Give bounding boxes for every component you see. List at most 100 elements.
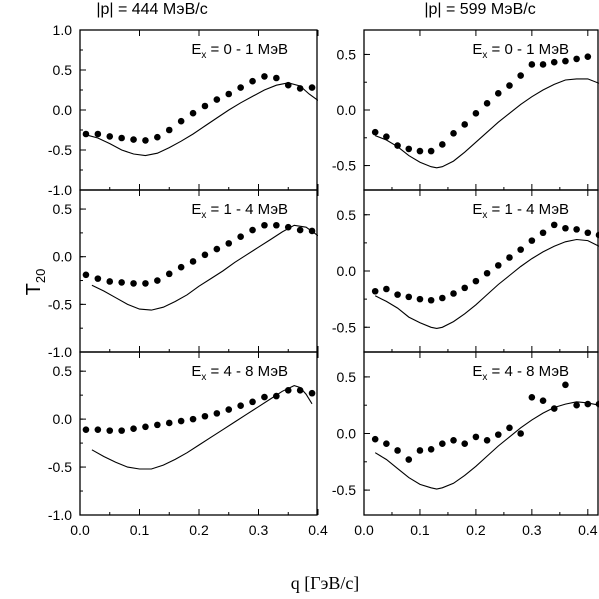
data-point — [494, 431, 502, 438]
data-point — [461, 121, 469, 128]
data-point — [94, 426, 102, 433]
y-axis-label-sub: 20 — [33, 269, 48, 283]
x-tick-label: 0.0 — [70, 522, 90, 538]
data-point — [383, 285, 390, 293]
data-point — [461, 284, 469, 292]
data-point — [539, 229, 547, 237]
panel-label-sub: x — [201, 50, 206, 61]
x-tick-label: 0.4 — [578, 522, 598, 538]
data-point — [394, 142, 401, 149]
y-tick-label: -0.5 — [332, 482, 356, 498]
data-point — [439, 141, 446, 148]
x-tick-label: 0.2 — [189, 522, 209, 538]
panel-label-main: E — [472, 363, 482, 380]
panel-label: Ex = 1 - 4 МэВ — [472, 201, 569, 221]
panel-label-rest: = 0 - 1 МэВ — [487, 41, 569, 58]
panel-right-row-1: 0.5 0.0 -0.5 Ex = 0 - 1 МэВ — [332, 29, 599, 191]
y-tick-label: -0.5 — [332, 158, 356, 174]
data-point — [528, 237, 536, 244]
data-point — [450, 436, 457, 444]
y-tick-label: 0.5 — [337, 207, 357, 223]
data-point — [106, 427, 114, 434]
panel-label: Ex = 4 - 8 МэВ — [472, 363, 569, 383]
data-point — [308, 227, 316, 235]
panel-label-rest: = 4 - 8 МэВ — [206, 363, 288, 380]
panel-right-row-3: 0.5 0.0 -0.5 0.0 0.1 0.2 0.3 0.4 Ex = 4 - 8 МэВ — [332, 351, 599, 538]
data-point — [550, 221, 558, 229]
x-tick-label: 0.3 — [522, 522, 542, 538]
panel-label-main: E — [472, 41, 482, 58]
y-tick-label: 0.0 — [53, 411, 73, 427]
data-point — [130, 425, 137, 433]
data-point — [261, 393, 268, 401]
data-point — [308, 389, 316, 397]
data-point — [584, 400, 592, 408]
y-tick-label: 0.0 — [337, 426, 357, 442]
theory-curve — [374, 78, 599, 169]
data-point — [201, 251, 209, 259]
y-tick-label: -1.0 — [48, 182, 72, 198]
data-point — [154, 133, 161, 141]
panel-label: Ex = 0 - 1 МэВ — [191, 41, 288, 61]
data-point — [284, 81, 292, 89]
data-point — [595, 231, 599, 239]
data-point — [405, 456, 413, 463]
data-point — [189, 258, 197, 265]
panel-label-main: E — [472, 201, 482, 218]
data-point — [573, 55, 580, 63]
data-point — [165, 270, 173, 278]
panels: 1.0 0.5 0.0 -0.5 -1.0 Ex = 0 - 1 МэВ 0.5 0.0 -0.… — [48, 22, 599, 538]
y-tick-label: 0.0 — [337, 102, 357, 118]
data-point — [427, 147, 435, 155]
panel-label-sub: x — [482, 50, 487, 61]
panel-label-rest: = 1 - 4 МэВ — [206, 201, 288, 218]
data-point — [472, 277, 480, 285]
data-point — [106, 278, 114, 285]
data-point — [261, 73, 268, 80]
data-point — [506, 424, 513, 432]
x-tick-label: 0.1 — [410, 522, 430, 538]
data-point — [249, 77, 256, 85]
data-point — [472, 110, 480, 117]
data-point — [284, 223, 292, 231]
panel-label: Ex = 0 - 1 МэВ — [472, 41, 569, 61]
panel-label-rest: = 1 - 4 МэВ — [487, 201, 569, 218]
data-point — [439, 440, 446, 447]
data-point — [439, 294, 446, 302]
data-point — [213, 245, 221, 253]
theory-curve — [85, 82, 318, 157]
data-point — [177, 263, 185, 271]
theory-curve — [374, 401, 599, 490]
data-point — [517, 72, 524, 79]
data-point — [82, 426, 90, 433]
data-point — [506, 254, 513, 261]
panel-label-rest: = 0 - 1 МэВ — [206, 41, 288, 58]
data-point — [237, 233, 244, 240]
data-point — [142, 137, 149, 144]
data-point — [427, 446, 435, 453]
data-point — [118, 134, 125, 142]
data-point — [165, 419, 173, 427]
y-tick-label: -0.5 — [332, 319, 356, 335]
data-point — [416, 147, 424, 155]
data-point — [94, 275, 102, 282]
y-tick-label: 0.0 — [337, 263, 357, 279]
y-tick-label: 0.5 — [337, 369, 357, 385]
data-point — [539, 397, 547, 404]
data-point — [249, 226, 256, 234]
x-tick-label: 0.3 — [249, 522, 269, 538]
data-point — [118, 279, 125, 286]
panel-label: Ex = 1 - 4 МэВ — [191, 201, 288, 221]
column-title-left: |p| = 444 МэВ/с — [96, 1, 207, 18]
theory-curve — [91, 385, 313, 470]
data-point — [261, 221, 268, 229]
data-point — [213, 410, 221, 417]
data-point — [472, 433, 480, 441]
data-point — [273, 221, 280, 229]
data-point — [201, 412, 209, 420]
data-point — [154, 277, 161, 284]
panel-label-main: E — [191, 363, 201, 380]
data-point — [573, 401, 580, 409]
data-point — [118, 427, 125, 434]
y-tick-label: 0.0 — [53, 249, 73, 265]
